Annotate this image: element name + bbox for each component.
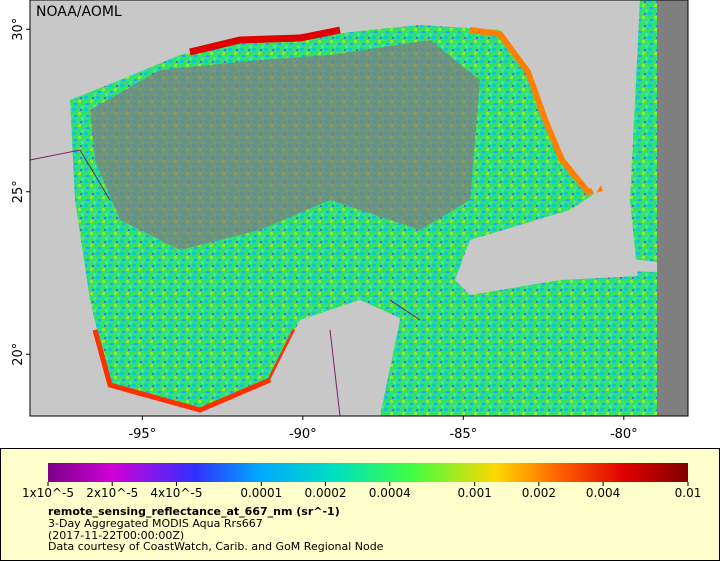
colorbar	[48, 463, 688, 482]
colorbar-tick-label: 0.001	[457, 486, 491, 500]
water	[630, 0, 657, 416]
variable: remote_sensing_reflectance_at_667_nm (sr…	[48, 505, 340, 518]
colorbar-tick-label: 2x10^-5	[86, 486, 138, 500]
credit: Data courtesy of CoastWatch, Carib. and …	[48, 540, 384, 553]
x-tick-label: -90°	[289, 427, 317, 442]
time: (2017-11-22T00:00:00Z)	[48, 529, 184, 542]
y-tick-label: 30°	[11, 18, 26, 41]
map-frame	[29, 0, 689, 417]
colorbar-tick-label: 0.004	[586, 486, 620, 500]
cuba	[470, 255, 657, 290]
x-tick-label: -95°	[128, 427, 156, 442]
colorbar-tick-label: 0.0001	[240, 486, 282, 500]
colorbar-tick-label: 0.0004	[369, 486, 411, 500]
colorbar-tick-label: 4x10^-5	[150, 486, 202, 500]
map: NOAA/AOML	[29, 0, 689, 417]
x-tick-label: -80°	[610, 427, 638, 442]
no-data	[90, 40, 480, 250]
coast-high	[189, 26, 341, 56]
florida	[530, 20, 610, 195]
map-title: NOAA/AOML	[36, 4, 122, 20]
y-tick-label: 25°	[11, 180, 26, 203]
yucatan	[270, 300, 400, 416]
colorbar-tick-label: 0.01	[675, 486, 702, 500]
y-tick-label: 20°	[11, 343, 26, 366]
border	[29, 149, 421, 417]
coast-high	[469, 27, 603, 196]
no-data	[657, 0, 688, 416]
x-tick-label: -85°	[449, 427, 477, 442]
colorbar-tick-label: 1x10^-5	[22, 486, 74, 500]
colorbar-tick-label: 0.0002	[305, 486, 347, 500]
description: 3-Day Aggregated MODIS Aqua Rrs667	[48, 517, 263, 530]
colorbar-tick-label: 0.002	[522, 486, 556, 500]
